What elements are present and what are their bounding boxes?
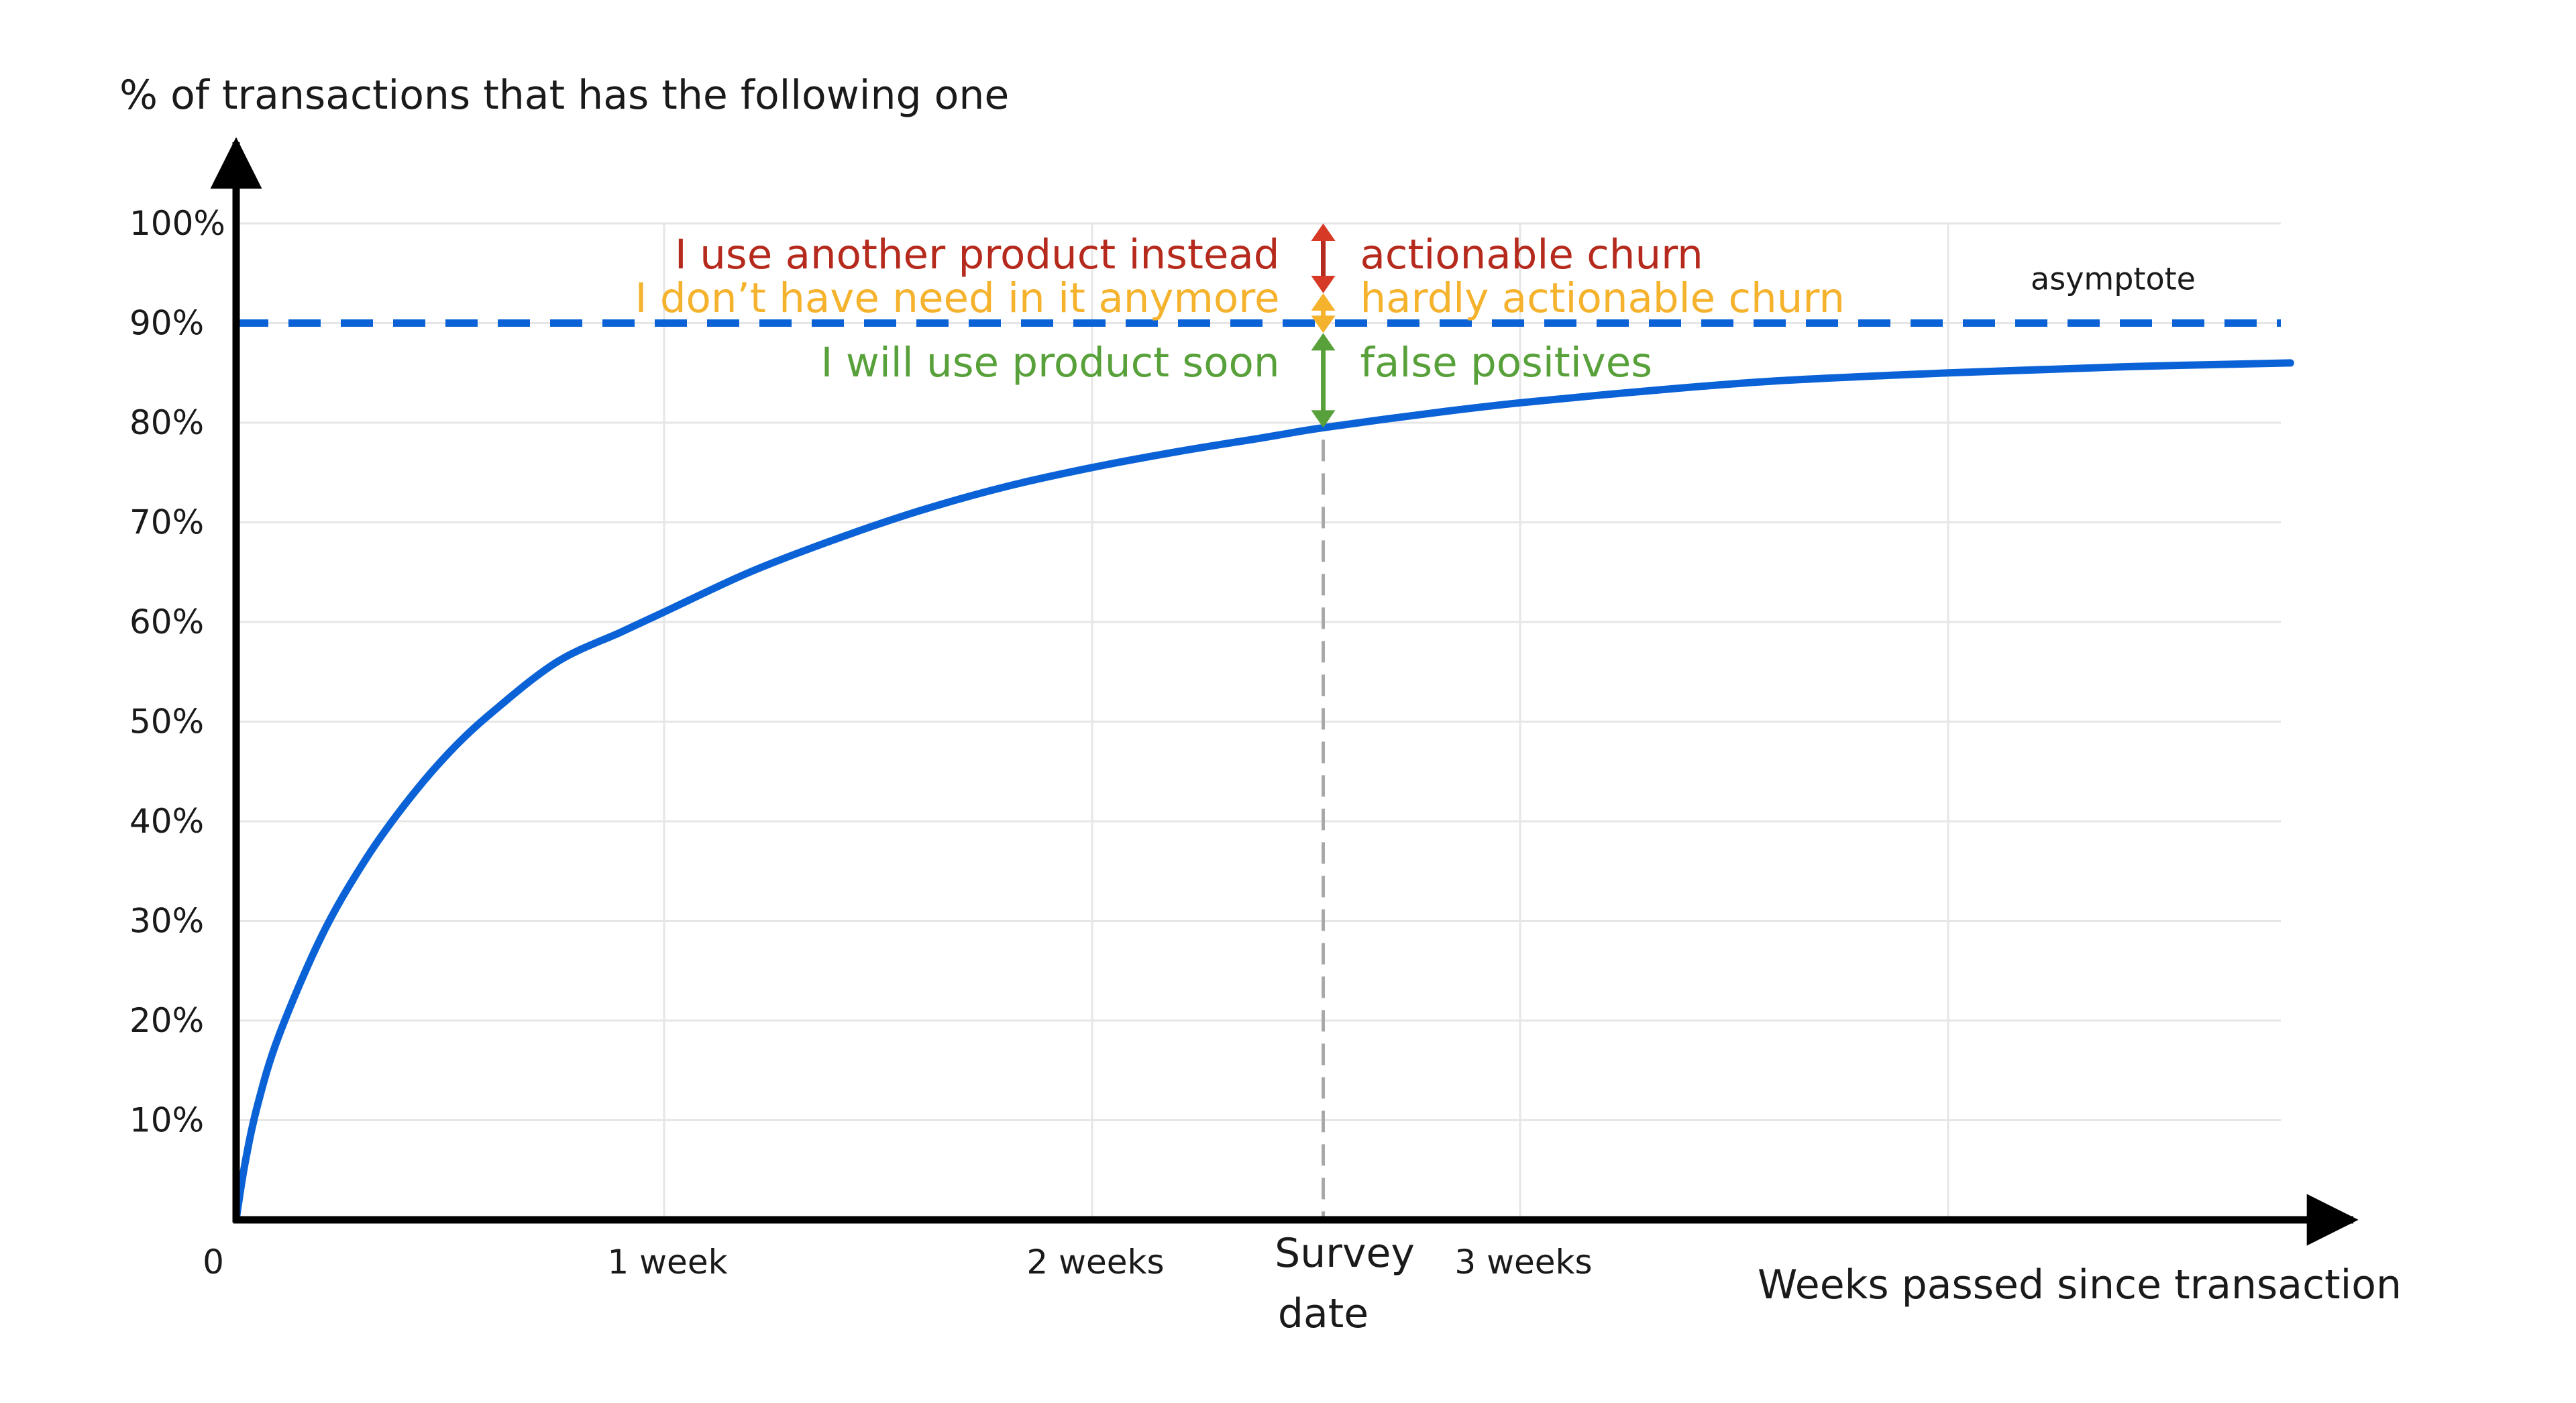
annotation-right-label: hardly actionable churn [1360,274,1845,322]
survey-date-label-line2: date [1278,1290,1368,1337]
grid [236,222,2281,1220]
series-line [232,359,2294,1224]
asymptote-label: asymptote [2031,261,2196,297]
series [232,359,2294,1224]
annotation-right-label: false positives [1360,339,1653,386]
annotation-left-label: I will use product soon [821,339,1280,386]
x-tick-label: 3 weeks [1454,1243,1592,1282]
y-tick-label: 90% [129,304,204,343]
tick-labels: 10% 20% 30% 40% 50% 60% 70% 80% 90% 100% 0 1 week 2 … [129,204,1593,1337]
annotation-right-label: actionable churn [1360,231,1703,278]
x-axis-title: Weeks passed since transaction [1758,1261,2402,1308]
y-tick-label: 100% [129,204,225,243]
annotation-arrow-head-up [1311,333,1336,351]
y-tick-label: 60% [129,603,204,641]
axes [210,137,2359,1246]
y-tick-label: 20% [129,1001,204,1040]
y-tick-label: 70% [129,503,204,542]
annotations: I use another product instead actionable … [635,223,1845,428]
annotation-arrow-head-up [1311,223,1336,241]
x-tick-label: 0 [203,1243,224,1282]
y-axis-title: % of transactions that has the following… [119,72,1009,119]
annotation-arrow-head-down [1311,275,1336,293]
asymptote: asymptote [236,261,2281,327]
annotation-left-label: I use another product instead [675,231,1280,278]
y-tick-label: 30% [129,902,204,941]
y-tick-label: 10% [129,1101,204,1140]
y-tick-label: 40% [129,802,204,841]
y-tick-label: 80% [129,403,204,442]
annotation-arrow-head-down [1311,315,1336,333]
axis-titles: % of transactions that has the following… [119,72,2402,1308]
x-tick-label: 2 weeks [1026,1243,1164,1282]
annotation-arrow-head-down [1311,410,1336,428]
y-tick-label: 50% [129,703,204,741]
survey-date-label-line1: Survey [1275,1230,1415,1277]
annotation-left-label: I don’t have need in it anymore [635,274,1279,322]
x-tick-label: 1 week [607,1243,727,1282]
annotation-arrow-head-up [1311,293,1336,311]
